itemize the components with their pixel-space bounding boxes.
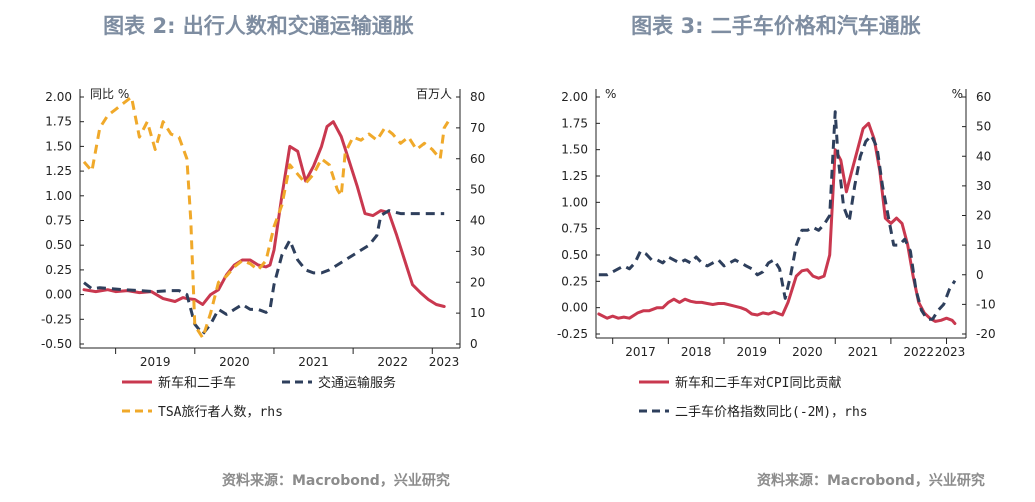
chart-svg: 2.00 1.75 1.50 1.25 1.00 0.75 0.50 0.25 0.00 -0.2…	[557, 87, 996, 420]
source-note: 资料来源：Macrobond，兴业研究	[757, 473, 985, 489]
y-tick-label: 0.00	[561, 301, 588, 315]
y-tick-label: 0.50	[561, 248, 588, 262]
y-tick-label: 0.25	[45, 263, 72, 277]
y-tick-label: 1.00	[561, 195, 588, 209]
y2-tick-label: 0	[470, 337, 478, 351]
y-tick-label: -0.50	[41, 337, 72, 351]
x-tick-label: 2023	[935, 345, 966, 359]
series-line-1	[82, 120, 446, 308]
y-tick-label: 2.00	[561, 90, 588, 104]
y-tick-label: 2.00	[45, 90, 72, 104]
series-line-2	[598, 110, 957, 321]
legend-label-3: TSA旅行者人数，rhs	[158, 405, 283, 420]
y2-tick-label: -20	[976, 327, 996, 341]
left-axis-unit: 同比 %	[90, 87, 129, 101]
y2-tick-label: 60	[976, 90, 991, 104]
x-tick-label: 2020	[792, 345, 823, 359]
y2-tick-label: -10	[976, 297, 996, 311]
y-tick-label: 1.00	[45, 189, 72, 203]
y2-tick-label: 50	[976, 120, 991, 134]
x-tick-label: 2020	[219, 355, 250, 369]
chart-svg: 2.00 1.75 1.50 1.25 1.00 0.75 0.50 0.25 0.00 -0.2…	[41, 87, 485, 420]
x-tick-label: 2022	[903, 345, 934, 359]
y-tick-label: -0.25	[41, 312, 72, 326]
y2-tick-label: 80	[470, 90, 485, 104]
y2-tick-label: 20	[976, 209, 991, 223]
right-axis-unit: %	[952, 87, 963, 101]
y2-tick-label: 10	[470, 306, 485, 320]
source-note: 资料来源：Macrobond，兴业研究	[222, 473, 450, 489]
chart-title: 图表 2: 出行人数和交通运输通胀	[103, 14, 414, 38]
series-line-2	[83, 209, 445, 336]
y-tick-label: -0.25	[557, 327, 588, 341]
y-tick-label: 0.75	[45, 214, 72, 228]
y2-tick-label: 40	[976, 149, 991, 163]
y-tick-label: 0.00	[45, 288, 72, 302]
y2-tick-label: 20	[470, 275, 485, 289]
chart-panel-left: 图表 2: 出行人数和交通运输通胀 2.00 1.75 1.50 1.25 1.00 0.…	[0, 0, 517, 502]
legend-label-2: 交通运输服务	[318, 375, 396, 391]
right-axis-unit: 百万人	[416, 87, 452, 101]
y2-tick-label: 50	[470, 183, 485, 197]
y2-tick-label: 30	[976, 179, 991, 193]
y-tick-label: 0.50	[45, 238, 72, 252]
chart-title: 图表 3: 二手车价格和汽车通胀	[631, 14, 921, 38]
x-tick-label: 2019	[140, 355, 171, 369]
y-tick-label: 1.75	[561, 116, 588, 130]
x-tick-label: 2022	[377, 355, 408, 369]
y-tick-label: 1.75	[45, 115, 72, 129]
y-tick-label: 1.50	[45, 139, 72, 153]
y-tick-label: 0.75	[561, 222, 588, 236]
chart-panel-right: 图表 3: 二手车价格和汽车通胀 2.00 1.75 1.50 1.25 1.00 0.7…	[517, 0, 1035, 502]
x-tick-label: 2017	[625, 345, 656, 359]
y2-tick-label: 40	[470, 214, 485, 228]
series-line-1	[597, 121, 957, 325]
y2-tick-label: 70	[470, 121, 485, 135]
y2-tick-label: 60	[470, 152, 485, 166]
y-tick-label: 1.50	[561, 143, 588, 157]
y-tick-label: 1.25	[45, 164, 72, 178]
x-tick-label: 2023	[429, 355, 460, 369]
y2-tick-label: 10	[976, 238, 991, 252]
legend-label-1: 新车和二手车对CPI同比贡献	[675, 375, 841, 391]
series-line-3	[82, 95, 450, 340]
legend-label-1: 新车和二手车	[158, 375, 236, 391]
x-tick-label: 2019	[737, 345, 768, 359]
x-tick-label: 2018	[681, 345, 712, 359]
y2-tick-label: 0	[976, 268, 984, 282]
y-tick-label: 1.25	[561, 169, 588, 183]
y2-tick-label: 30	[470, 244, 485, 258]
legend-label-2: 二手车价格指数同比(-2M)，rhs	[675, 404, 868, 420]
x-tick-label: 2021	[298, 355, 329, 369]
left-axis-unit: %	[605, 87, 616, 101]
x-tick-label: 2021	[848, 345, 879, 359]
y-tick-label: 0.25	[561, 274, 588, 288]
